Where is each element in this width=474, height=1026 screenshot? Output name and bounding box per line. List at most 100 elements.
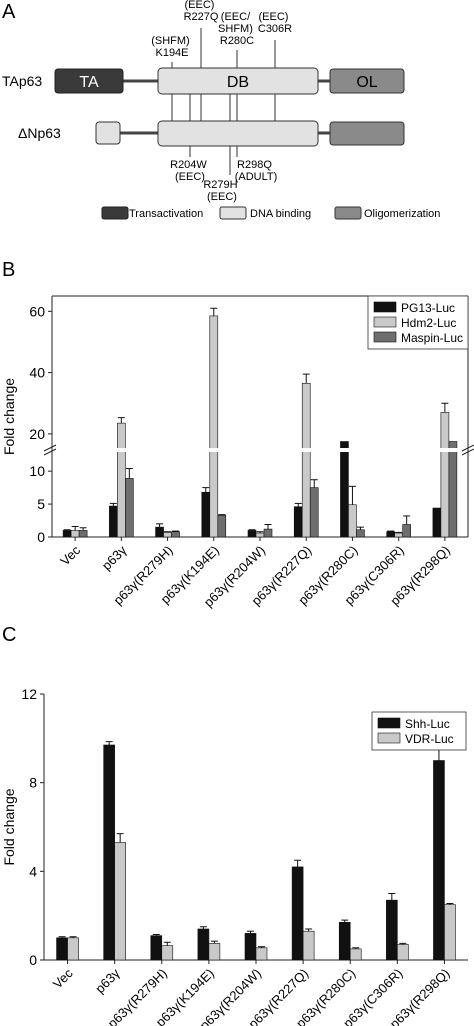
db-domain-label: DB bbox=[227, 74, 249, 91]
y-tick-label: 40 bbox=[29, 365, 45, 381]
ol-domain-label: OL bbox=[356, 74, 377, 91]
axis-break-mark bbox=[461, 448, 474, 456]
bar-maspin-luc-p63 bbox=[125, 478, 134, 538]
bar-hdm2-luc-p63-r279h bbox=[163, 532, 172, 538]
y-tick-label: 60 bbox=[29, 303, 45, 319]
bar-vdr-luc-p63-r280c bbox=[349, 948, 362, 961]
legend-label-shh-luc: Shh-Luc bbox=[405, 717, 450, 731]
mutation-r204w: R204W (EEC) bbox=[170, 159, 210, 183]
dn-ol-domain bbox=[329, 121, 405, 146]
bar-hdm2-luc-p63 bbox=[117, 422, 126, 538]
bar-pg13-luc-p63-r227q bbox=[293, 506, 303, 538]
legend-label-dna-binding: DNA binding bbox=[250, 208, 311, 220]
bar-shh-luc-p63-k194e bbox=[197, 928, 210, 961]
legend-label-pg13-luc: PG13-Luc bbox=[401, 301, 455, 315]
panel-a: A TAp63 TA DB OL (SHFM) K194E (EEC) R227… bbox=[2, 0, 440, 220]
legend-swatch-shh-luc bbox=[377, 717, 401, 729]
bar-hdm2-luc-p63-c306r bbox=[394, 532, 403, 538]
legend-swatch-oligomerization bbox=[334, 206, 362, 220]
y-axis-label: Fold change bbox=[1, 788, 17, 865]
mutation-r280c: (EEC/ SHFM) R280C bbox=[218, 11, 256, 47]
axis-break-mark bbox=[43, 448, 57, 456]
panel-c-letter: C bbox=[2, 624, 16, 646]
legend-swatch-vdr-luc bbox=[377, 732, 401, 744]
bar-shh-luc-p63-c306r bbox=[386, 899, 398, 961]
bar-shh-luc-p63-r280c bbox=[338, 922, 351, 961]
y-tick-label: 0 bbox=[37, 529, 45, 545]
dn-domain bbox=[95, 121, 121, 145]
bar-maspin-luc-p63-r280c bbox=[356, 529, 365, 538]
bar-pg13-luc-p63-k194e bbox=[201, 491, 211, 538]
bar-pg13-luc-p63-r298q bbox=[432, 507, 442, 538]
db-domain bbox=[157, 67, 319, 95]
bar-vdr-luc-p63-c306r bbox=[397, 944, 409, 961]
legend-label-vdr-luc: VDR-Luc bbox=[405, 732, 454, 746]
panel-b-letter: B bbox=[2, 259, 15, 281]
bar-maspin-luc-vec bbox=[78, 530, 88, 538]
ol-domain bbox=[329, 68, 405, 94]
mutation-r279h: R279H (EEC) bbox=[203, 179, 240, 203]
bar-shh-luc-p63-r298q bbox=[433, 760, 445, 961]
x-tick-label-p63: p63γ bbox=[92, 965, 123, 996]
axis-break-mark bbox=[43, 444, 57, 452]
bar-shh-luc-p63-r204w bbox=[244, 933, 257, 961]
bar-maspin-luc-p63-r298q bbox=[448, 441, 458, 538]
x-tick-label-vec: Vec bbox=[57, 542, 83, 568]
legend-label-oligomerization: Oligomerization bbox=[364, 208, 440, 220]
bar-hdm2-luc-p63-r298q bbox=[440, 412, 450, 538]
legend-swatch-hdm2-luc bbox=[373, 316, 397, 328]
mutation-k194e: (SHFM) K194E bbox=[151, 35, 193, 59]
bar-hdm2-luc-p63-k194e bbox=[209, 315, 219, 538]
y-tick-label: 12 bbox=[21, 686, 37, 702]
y-axis-label: Fold change bbox=[1, 378, 17, 455]
bar-shh-luc-p63-r279h bbox=[150, 935, 163, 961]
bar-pg13-luc-p63 bbox=[109, 505, 118, 538]
panel-a-letter: A bbox=[2, 1, 16, 23]
mutation-c306r: (EEC) C306R bbox=[258, 11, 292, 35]
bar-vdr-luc-p63-r204w bbox=[255, 947, 268, 961]
isoform-dnp63-label: ΔNp63 bbox=[18, 125, 61, 141]
bar-hdm2-luc-p63-r204w bbox=[255, 532, 265, 538]
bar-pg13-luc-vec bbox=[62, 530, 72, 538]
mutation-r227q: (EEC) R227Q bbox=[184, 0, 219, 23]
ta-domain-label: TA bbox=[79, 74, 99, 91]
bar-vdr-luc-vec bbox=[67, 937, 79, 961]
ta-domain bbox=[54, 68, 124, 94]
bar-pg13-luc-p63-r204w bbox=[247, 530, 257, 538]
legend-swatch-pg13-luc bbox=[373, 301, 397, 313]
y-tick-label: 20 bbox=[29, 426, 45, 442]
bar-maspin-luc-p63-c306r bbox=[402, 524, 411, 538]
y-tick-label: 4 bbox=[29, 863, 37, 879]
legend-swatch-dna-binding bbox=[219, 206, 247, 220]
bar-shh-luc-p63-r227q bbox=[291, 866, 304, 961]
axis-break-mark bbox=[461, 444, 474, 452]
bar-hdm2-luc-vec bbox=[70, 530, 80, 538]
x-tick-label-p63: p63γ bbox=[99, 542, 130, 573]
legend-label-hdm2-luc: Hdm2-Luc bbox=[401, 316, 456, 330]
bar-maspin-luc-p63-r227q bbox=[309, 487, 319, 538]
bar-pg13-luc-p63-c306r bbox=[386, 531, 395, 538]
x-tick-label-vec: Vec bbox=[50, 965, 76, 991]
y-tick-label: 10 bbox=[29, 463, 45, 479]
bar-maspin-luc-p63-r279h bbox=[171, 531, 180, 538]
bar-shh-luc-vec bbox=[56, 937, 68, 961]
bar-pg13-luc-p63-r280c bbox=[340, 441, 349, 538]
bar-hdm2-luc-p63-r280c bbox=[348, 504, 357, 538]
bar-vdr-luc-p63-k194e bbox=[208, 943, 221, 961]
bar-maspin-luc-p63-r204w bbox=[263, 528, 273, 538]
y-tick-label: 8 bbox=[29, 775, 37, 791]
dn-db-domain bbox=[157, 120, 319, 147]
bar-vdr-luc-p63-r279h bbox=[161, 945, 174, 961]
bar-vdr-luc-p63-r298q bbox=[444, 904, 456, 961]
y-tick-label: 5 bbox=[37, 496, 45, 512]
y-tick-label: 0 bbox=[29, 952, 37, 968]
legend-swatch-transactivation bbox=[101, 206, 129, 220]
bar-vdr-luc-p63-r227q bbox=[302, 930, 315, 961]
mutation-r298q: R298Q (ADULT) bbox=[235, 159, 278, 183]
axis-break-gap bbox=[53, 448, 467, 452]
legend-label-transactivation: Transactivation bbox=[129, 208, 203, 220]
legend-label-maspin-luc: Maspin-Luc bbox=[401, 331, 463, 345]
